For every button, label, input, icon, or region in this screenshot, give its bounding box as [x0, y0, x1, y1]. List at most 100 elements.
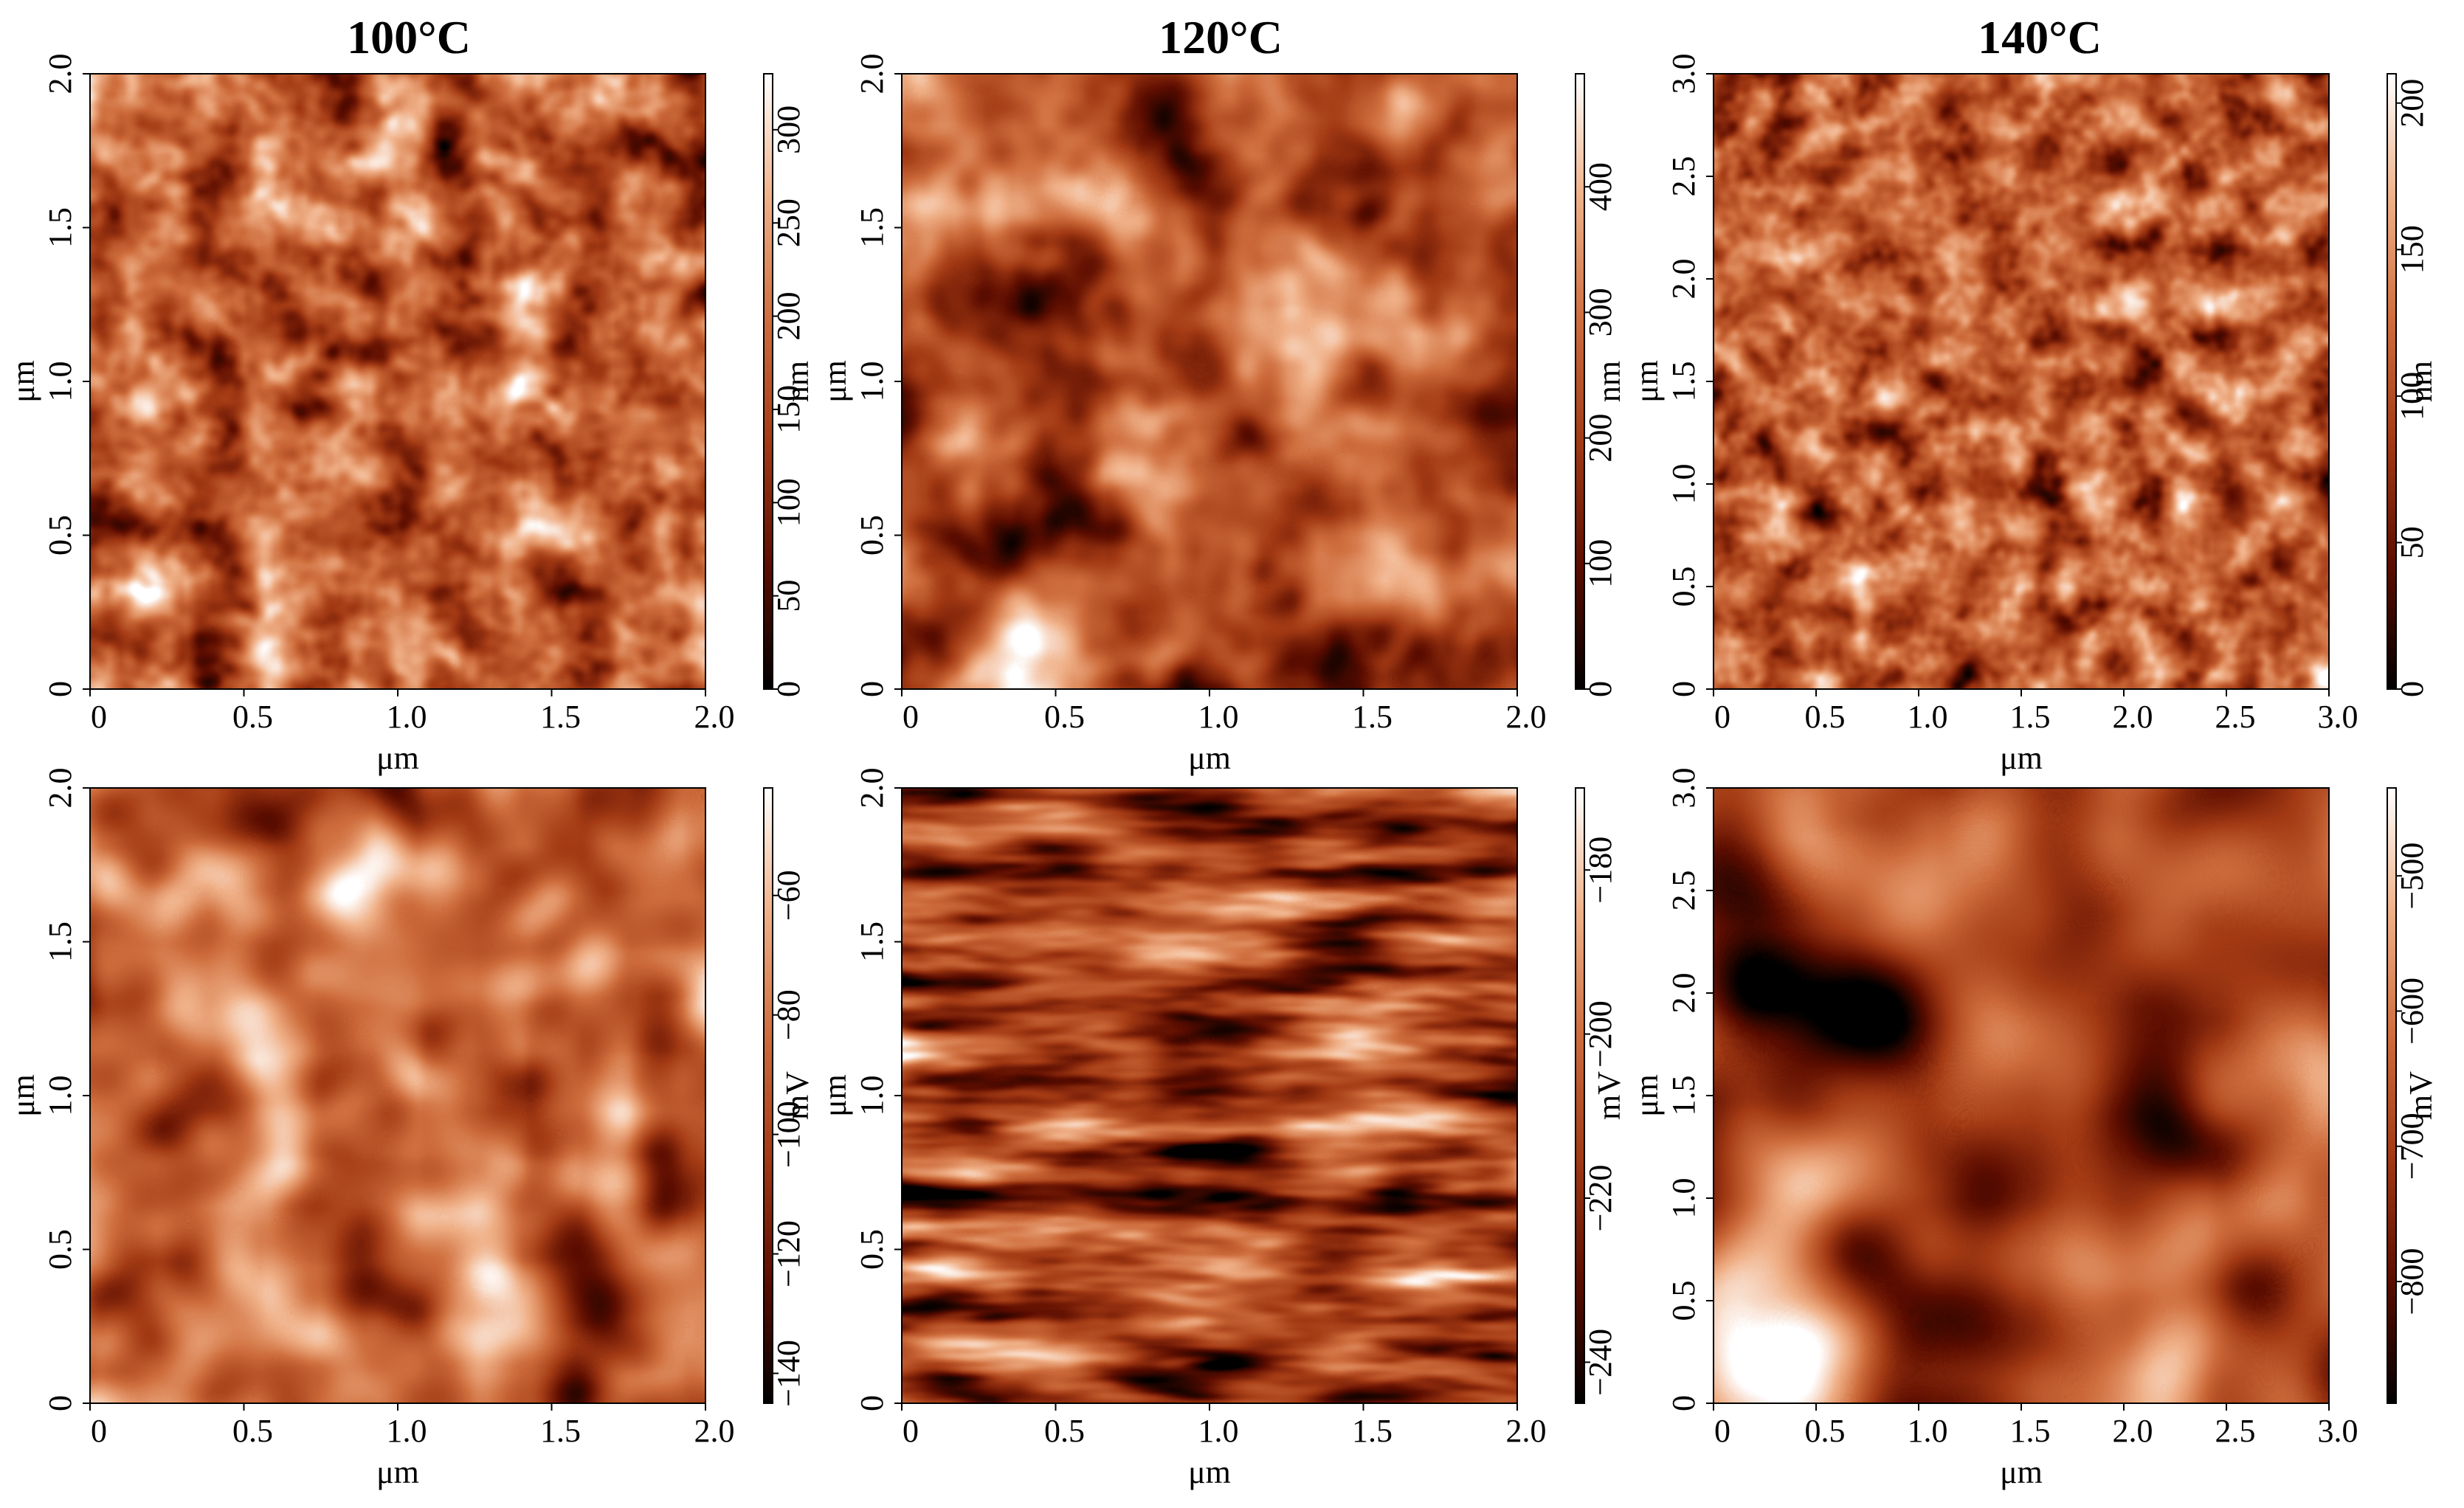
colorbar-tick-label: −100 — [770, 1101, 807, 1168]
heatmap-image — [902, 74, 1517, 689]
y-tick-label: 0 — [42, 681, 78, 697]
x-tick-label: 2.0 — [694, 699, 735, 735]
panel-5: 0 0.5 1.0 1.5 2.0 0 0.5 1.0 1.5 2.0 μm μm −240 −220 −2… — [817, 768, 1627, 1491]
column-title-2: 120°C — [1159, 11, 1283, 63]
heatmap-image — [90, 788, 705, 1403]
colorbar-label: nm — [779, 361, 815, 402]
y-tick-label: 0.5 — [42, 1229, 78, 1270]
x-tick-label: 2.0 — [694, 1413, 735, 1449]
x-tick-label: 0.5 — [1044, 699, 1085, 735]
y-axis-label: μm — [1629, 1074, 1665, 1117]
y-tick-label: 0.5 — [854, 1229, 890, 1270]
x-tick-label: 0.5 — [1805, 699, 1846, 735]
colorbar — [2387, 787, 2397, 1404]
x-axis-label: μm — [1188, 740, 1231, 776]
colorbar-tick-label: 150 — [2394, 225, 2430, 274]
heatmap-image — [902, 788, 1517, 1403]
colorbar-tick-label: −500 — [2394, 843, 2430, 910]
x-tick-label: 0.5 — [232, 699, 273, 735]
colorbar-tick-label: −240 — [1582, 1329, 1618, 1396]
x-tick-label: 3.0 — [2318, 1413, 2358, 1449]
colorbar — [1575, 787, 1585, 1404]
colorbar-tick-label: 300 — [1582, 288, 1618, 336]
colorbar-tick-label: −800 — [2394, 1248, 2430, 1315]
x-tick-label: 1.0 — [387, 1413, 427, 1449]
y-tick-label: 3.0 — [1666, 54, 1702, 94]
x-axis-label: μm — [376, 1454, 419, 1490]
colorbar-tick-label: 0 — [2394, 681, 2430, 697]
x-tick-label: 1.5 — [540, 1413, 581, 1449]
colorbar-label: mV — [1591, 1071, 1627, 1120]
x-axis-label: μm — [376, 740, 419, 776]
y-tick-label: 3.0 — [1666, 768, 1702, 809]
y-axis-label: μm — [5, 1074, 41, 1117]
panel-3: 0 0.5 1.0 1.5 2.0 2.5 3.0 0 0.5 1.0 1.5 2.0 2.5 3.0 μm… — [1629, 54, 2439, 777]
colorbar-tick-label: −200 — [1582, 1000, 1618, 1068]
y-tick-label: 0 — [1666, 681, 1702, 697]
colorbar-tick-label: 100 — [2394, 372, 2430, 421]
y-tick-label: 2.5 — [1666, 156, 1702, 197]
y-tick-label: 0.5 — [1666, 1281, 1702, 1321]
y-tick-label: 0 — [42, 1395, 78, 1411]
heatmap-image — [1714, 74, 2329, 689]
y-tick-label: 2.0 — [854, 54, 890, 94]
panel-6: 0 0.5 1.0 1.5 2.0 2.5 3.0 0 0.5 1.0 1.5 2.0 2.5 3.0 μm… — [1629, 768, 2439, 1491]
colorbar-tick-label: −60 — [770, 870, 807, 921]
y-tick-label: 2.0 — [42, 54, 78, 94]
column-title-3: 140°C — [1978, 11, 2102, 63]
x-tick-label: 1.5 — [540, 699, 581, 735]
y-tick-label: 1.5 — [42, 921, 78, 962]
x-axis-label: μm — [1188, 1454, 1231, 1490]
x-tick-label: 3.0 — [2318, 699, 2358, 735]
colorbar-tick-label: 0 — [1582, 681, 1618, 697]
colorbar-tick-label: 250 — [770, 198, 807, 247]
y-axis-label: μm — [817, 1074, 853, 1117]
heatmap-image — [90, 74, 705, 689]
y-tick-label: 2.0 — [1666, 259, 1702, 300]
y-tick-label: 1.0 — [42, 362, 78, 402]
y-tick-label: 1.0 — [1666, 1178, 1702, 1219]
colorbar-label: nm — [2403, 361, 2439, 402]
heatmap-image — [1714, 788, 2329, 1403]
x-tick-label: 2.5 — [2215, 1413, 2256, 1449]
y-tick-label: 1.5 — [854, 207, 890, 248]
y-tick-label: 0.5 — [854, 515, 890, 556]
x-tick-label: 0 — [903, 1413, 919, 1449]
colorbar-tick-label: −220 — [1582, 1165, 1618, 1232]
x-tick-label: 0 — [91, 1413, 107, 1449]
y-axis-label: μm — [1629, 360, 1665, 403]
x-tick-label: 0.5 — [1044, 1413, 1085, 1449]
column-title-1: 100°C — [347, 11, 471, 63]
x-tick-label: 2.0 — [1506, 699, 1547, 735]
x-axis-label: μm — [2000, 1454, 2043, 1490]
colorbar-label: mV — [779, 1071, 815, 1120]
colorbar-label: nm — [1591, 361, 1627, 402]
colorbar-tick-label: −180 — [1582, 837, 1618, 904]
colorbar-tick-label: 0 — [770, 681, 807, 697]
y-tick-label: 1.5 — [854, 921, 890, 962]
y-tick-label: 1.0 — [42, 1076, 78, 1116]
y-tick-label: 2.0 — [1666, 973, 1702, 1014]
x-tick-label: 1.0 — [1908, 1413, 1948, 1449]
y-tick-label: 1.0 — [1666, 464, 1702, 505]
panel-1: 0 0.5 1.0 1.5 2.0 0 0.5 1.0 1.5 2.0 μm μm 0 50 100 150 2… — [5, 54, 815, 777]
x-tick-label: 2.0 — [2113, 1413, 2153, 1449]
x-tick-label: 1.0 — [1198, 699, 1239, 735]
colorbar-tick-label: 150 — [770, 385, 807, 434]
x-tick-label: 0 — [1714, 1413, 1730, 1449]
colorbar-tick-label: 400 — [1582, 162, 1618, 211]
y-tick-label: 1.5 — [1666, 362, 1702, 402]
panel-2: 0 0.5 1.0 1.5 2.0 0 0.5 1.0 1.5 2.0 μm μm 0 100 200 300… — [817, 54, 1627, 777]
colorbar-tick-label: 50 — [770, 580, 807, 612]
x-tick-label: 1.5 — [1352, 1413, 1393, 1449]
y-tick-label: 0 — [854, 1395, 890, 1411]
colorbar — [2387, 73, 2397, 690]
y-tick-label: 0 — [1666, 1395, 1702, 1411]
colorbar-tick-label: −120 — [770, 1220, 807, 1287]
colorbar-tick-label: −140 — [770, 1340, 807, 1407]
x-tick-label: 2.0 — [2113, 699, 2153, 735]
y-axis-label: μm — [5, 360, 41, 403]
colorbar-tick-label: −80 — [770, 989, 807, 1040]
y-tick-label: 1.5 — [42, 207, 78, 248]
